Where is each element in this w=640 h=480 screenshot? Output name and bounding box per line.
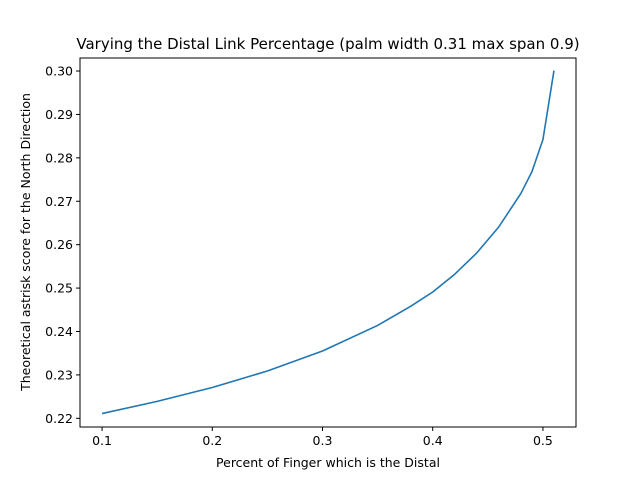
x-tick-label: 0.2 xyxy=(202,433,222,448)
plot-area xyxy=(101,70,555,415)
y-tick-label: 0.28 xyxy=(45,150,73,165)
y-tick-label: 0.30 xyxy=(45,64,73,79)
y-tick-label: 0.25 xyxy=(45,281,73,296)
x-axis-ticks: 0.1 0.2 0.3 0.4 0.5 xyxy=(92,427,553,448)
series-line-0 xyxy=(101,70,555,415)
chart-title: Varying the Distal Link Percentage (palm… xyxy=(76,35,579,53)
x-tick-label: 0.4 xyxy=(423,433,443,448)
y-axis-label: Theoretical astrisk score for the North … xyxy=(18,93,33,392)
y-tick-label: 0.22 xyxy=(45,411,73,426)
y-tick-label: 0.26 xyxy=(45,237,73,252)
y-tick-label: 0.29 xyxy=(45,107,73,122)
x-tick-label: 0.3 xyxy=(313,433,333,448)
y-tick-label: 0.24 xyxy=(45,324,73,339)
y-tick-label: 0.27 xyxy=(45,194,73,209)
y-tick-label: 0.23 xyxy=(45,367,73,382)
x-tick-label: 0.5 xyxy=(533,433,553,448)
axes-frame xyxy=(79,57,577,428)
y-axis-ticks: 0.22 0.23 0.24 0.25 0.26 0.27 0.28 0.29 0.30 xyxy=(45,64,80,426)
x-tick-label: 0.1 xyxy=(92,433,112,448)
x-axis-label: Percent of Finger which is the Distal xyxy=(216,455,440,470)
